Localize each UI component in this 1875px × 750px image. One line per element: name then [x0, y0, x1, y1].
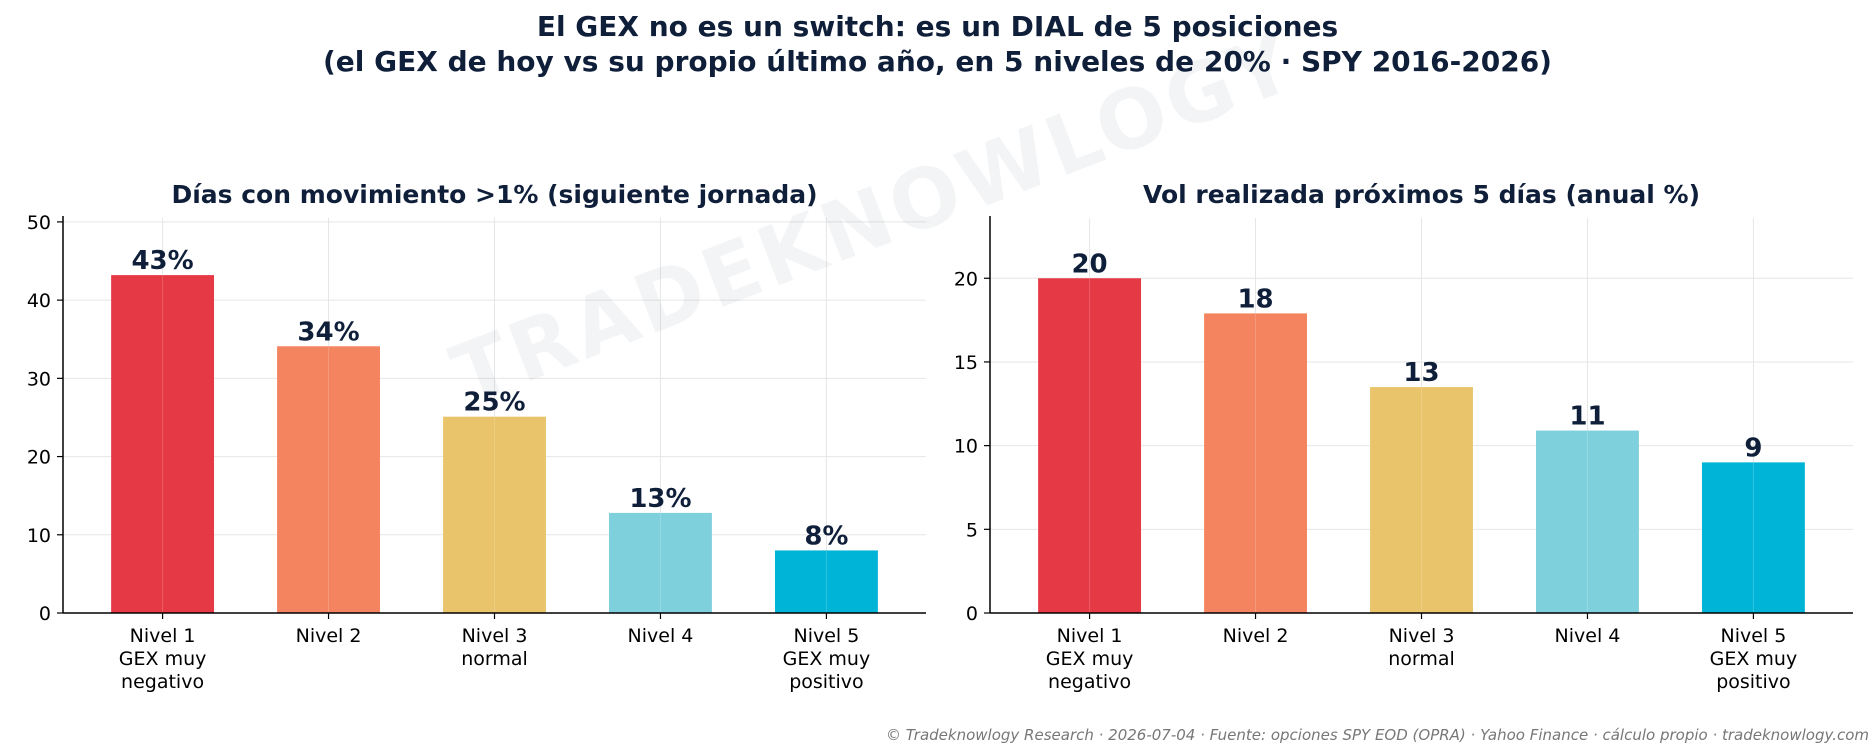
data-label: 9 [1744, 433, 1762, 463]
y-tick-label: 20 [954, 268, 978, 290]
bar [111, 275, 215, 613]
figure-subtitle: (el GEX de hoy vs su propio último año, … [323, 45, 1552, 78]
y-tick-label: 10 [27, 525, 51, 547]
data-label: 43% [131, 246, 193, 276]
x-tick-label: Nivel 2 [296, 625, 362, 647]
x-tick-label: Nivel 5 GEX muy positivo [1710, 625, 1798, 693]
data-label: 18 [1237, 284, 1273, 314]
chart-title: Días con movimiento >1% (siguiente jorna… [171, 180, 817, 209]
bar [774, 550, 878, 613]
x-tick-label: Nivel 3 normal [1388, 625, 1455, 670]
y-tick-label: 15 [954, 352, 978, 374]
x-tick-label: Nivel 4 [628, 625, 694, 647]
data-label: 20 [1071, 249, 1107, 279]
x-tick-label: Nivel 3 normal [461, 625, 528, 670]
y-tick-label: 20 [27, 447, 51, 469]
data-label: 25% [463, 388, 525, 418]
bar [1038, 278, 1142, 613]
y-tick-label: 5 [966, 519, 978, 541]
bar [1370, 387, 1473, 613]
y-tick-label: 50 [27, 212, 51, 234]
bar [1701, 462, 1805, 613]
bar [609, 512, 712, 613]
data-label: 8% [804, 521, 848, 551]
data-label: 34% [297, 317, 359, 347]
data-label: 13 [1403, 358, 1439, 388]
y-tick-label: 30 [27, 368, 51, 390]
chart-title: Vol realizada próximos 5 días (anual %) [1143, 180, 1700, 209]
data-label: 13% [629, 484, 691, 514]
x-tick-label: Nivel 4 [1555, 625, 1621, 647]
y-tick-label: 40 [27, 290, 51, 312]
x-tick-label: Nivel 5 GEX muy positivo [783, 625, 871, 693]
y-tick-label: 10 [954, 436, 978, 458]
x-tick-label: Nivel 1 GEX muy negativo [1046, 625, 1134, 693]
y-tick-label: 0 [39, 603, 51, 625]
bar [277, 346, 380, 613]
bar [443, 416, 546, 613]
y-tick-label: 0 [966, 603, 978, 625]
x-tick-label: Nivel 2 [1223, 625, 1289, 647]
bar [1204, 313, 1307, 613]
figure-title: El GEX no es un switch: es un DIAL de 5 … [536, 10, 1339, 43]
footer-credits: © Tradeknowlogy Research · 2026-07-04 · … [886, 726, 1869, 744]
x-tick-label: Nivel 1 GEX muy negativo [119, 625, 207, 693]
bar [1536, 430, 1639, 613]
data-label: 11 [1569, 402, 1605, 432]
